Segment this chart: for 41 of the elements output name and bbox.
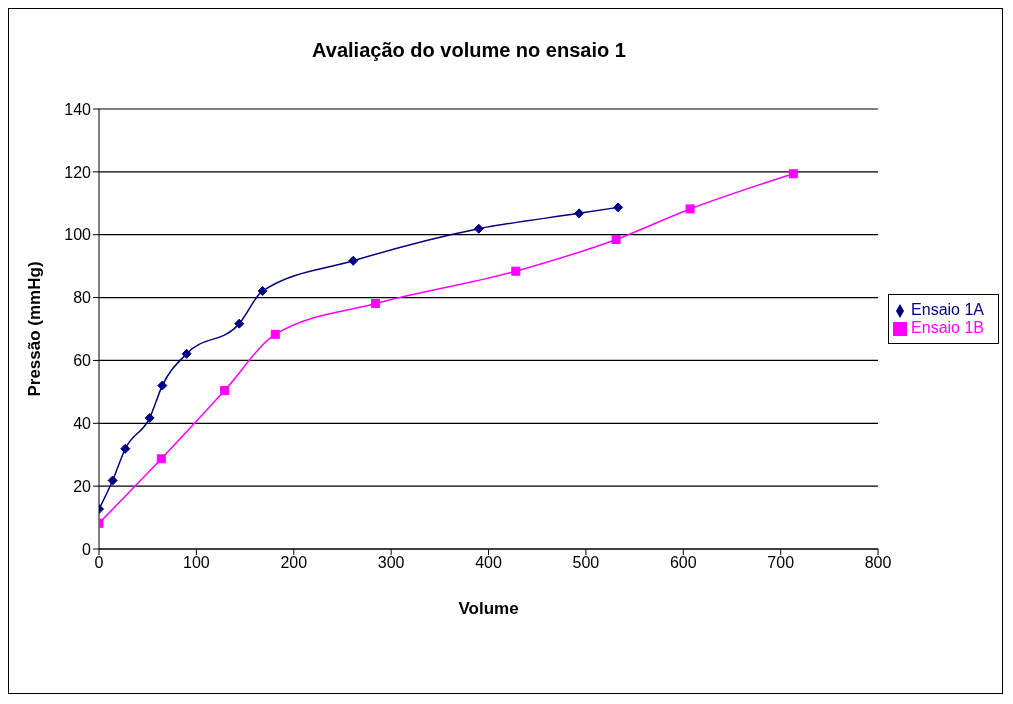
point [157,380,168,391]
x-tick-label: 800 [864,554,892,572]
chart-title: Avaliação do volume no ensaio 1 [311,39,627,62]
y-tick-label: 20 [73,477,92,495]
y-tick-label: 80 [73,289,92,307]
point [788,169,798,179]
point [156,454,166,464]
y-tick-label: 120 [64,163,92,181]
point [371,299,381,309]
point [120,443,131,454]
point [257,285,268,296]
point [685,204,695,214]
y-tick-label: 0 [82,540,92,558]
x-tick-label: 300 [377,554,405,572]
x-tick-label: 0 [94,554,104,572]
x-tick-label: 600 [669,554,697,572]
point [107,475,118,486]
x-axis-title: Volume [458,599,519,618]
point [181,348,192,359]
y-axis-title: Pressão (mmHg) [25,261,45,397]
point [611,234,621,244]
point [613,202,624,213]
y-tick-label: 40 [73,414,92,432]
x-tick-label: 200 [280,554,308,572]
x-tick-label: 400 [475,554,502,572]
point [220,386,230,396]
x-tick-label: 100 [183,554,210,572]
x-tick-label: 700 [767,554,795,572]
point [348,255,359,266]
y-tick-label: 140 [64,100,92,118]
point [574,208,585,219]
point [473,223,484,234]
point [234,318,245,329]
legend-label: Ensaio 1A [911,301,984,318]
point [511,266,521,276]
y-tick-label: 100 [64,226,92,244]
point [270,329,280,339]
y-tick-label: 60 [73,352,92,370]
point [144,412,155,423]
legend-label: Ensaio 1B [911,319,984,336]
x-tick-label: 500 [572,554,600,572]
